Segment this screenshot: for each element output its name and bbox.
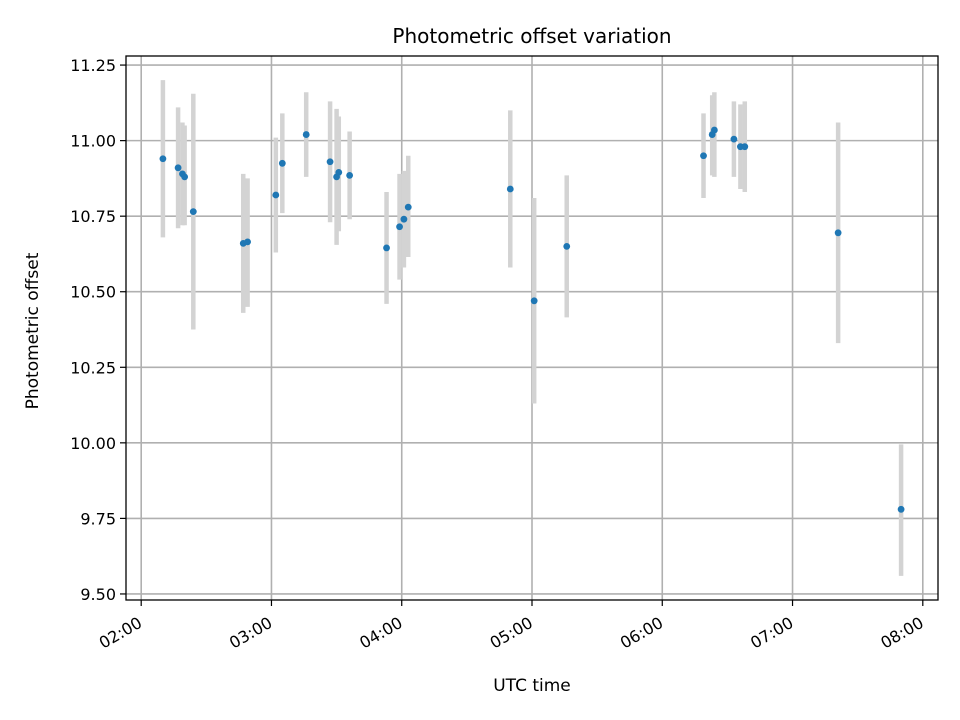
y-tick-label: 10.75 xyxy=(70,207,116,226)
y-axis-ticks: 9.50 9.75 10.00 10.25 10.50 10.75 11.00 11.25 xyxy=(70,56,126,604)
data-point xyxy=(834,229,842,237)
x-axis-title: UTC time xyxy=(493,676,571,696)
data-point xyxy=(326,158,334,166)
data-point xyxy=(346,171,354,179)
data-point xyxy=(700,152,707,160)
data-point xyxy=(383,244,390,252)
data-point xyxy=(897,505,905,513)
y-tick-label: 11.00 xyxy=(70,132,116,151)
data-point xyxy=(181,173,189,181)
data-point xyxy=(506,185,514,193)
y-tick-label: 9.50 xyxy=(80,585,116,604)
data-point xyxy=(278,159,286,167)
data-point xyxy=(404,203,412,211)
data-point xyxy=(174,164,182,172)
data-point xyxy=(302,131,310,138)
data-point xyxy=(563,243,571,250)
y-tick-label: 11.25 xyxy=(70,56,116,75)
data-points xyxy=(159,126,905,513)
data-point xyxy=(710,126,718,134)
data-point xyxy=(396,223,403,231)
y-tick-label: 9.75 xyxy=(80,509,116,528)
data-point xyxy=(272,191,280,199)
data-point xyxy=(335,168,343,176)
y-tick-label: 10.25 xyxy=(70,358,116,377)
data-point xyxy=(189,208,197,216)
data-point xyxy=(159,155,167,163)
data-point xyxy=(244,238,251,246)
data-point xyxy=(730,135,738,143)
y-axis-title: Photometric offset xyxy=(23,252,43,409)
y-tick-label: 10.50 xyxy=(70,283,116,302)
data-point xyxy=(741,143,749,151)
chart-title: Photometric offset variation xyxy=(392,24,671,48)
data-point xyxy=(530,297,538,305)
data-point xyxy=(400,215,408,223)
y-tick-label: 10.00 xyxy=(70,434,116,453)
